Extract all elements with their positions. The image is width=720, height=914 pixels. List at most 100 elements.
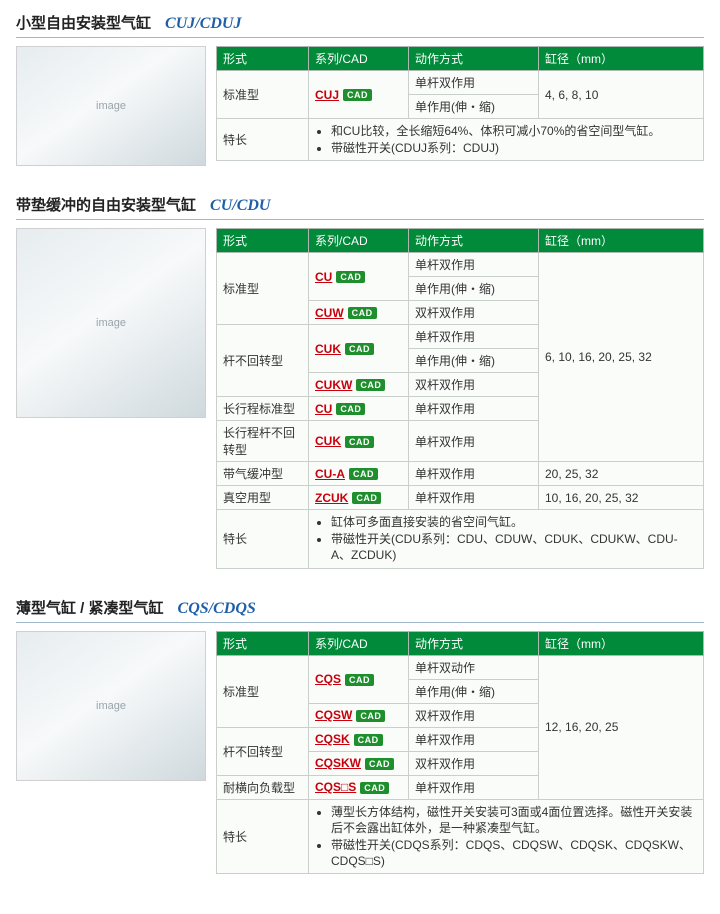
feature-label: 特长 <box>217 119 309 161</box>
feature-item: 薄型长方体结构，磁性开关安装可3面或4面位置选择。磁性开关安装后不会露出缸体外，… <box>331 804 697 836</box>
action-cell: 单杆双作用 <box>409 253 539 277</box>
bore-cell: 10, 16, 20, 25, 32 <box>539 486 704 510</box>
type-cell: 标准型 <box>217 655 309 727</box>
bore-cell: 6, 10, 16, 20, 25, 32 <box>539 253 704 462</box>
series-link[interactable]: CUJ <box>315 88 339 102</box>
cad-badge[interactable]: CAD <box>356 710 385 722</box>
series-cell: CUJ CAD <box>309 71 409 119</box>
col-type: 形式 <box>217 631 309 655</box>
col-series: 系列/CAD <box>309 229 409 253</box>
series-cell: CUK CAD <box>309 421 409 462</box>
table-row: 标准型CQSCAD单杆双动作12, 16, 20, 25 <box>217 655 704 679</box>
cad-badge[interactable]: CAD <box>365 758 394 770</box>
cad-badge[interactable]: CAD <box>352 492 381 504</box>
type-cell: 杆不回转型 <box>217 325 309 397</box>
series-cell: CQS□S CAD <box>309 775 409 799</box>
feature-item: 缸体可多面直接安装的省空间气缸。 <box>331 514 697 530</box>
feature-list: 和CU比较，全长缩短64%、体积可减小70%的省空间型气缸。带磁性开关(CDUJ… <box>331 123 697 156</box>
series-link[interactable]: CQSK <box>315 732 350 746</box>
action-cell: 双杆双作用 <box>409 703 539 727</box>
product-section: 小型自由安装型气缸CUJ/CDUJimage形式系列/CAD动作方式缸径（mm）… <box>16 12 704 166</box>
feature-label: 特长 <box>217 799 309 874</box>
series-cell: CU CAD <box>309 397 409 421</box>
spec-table: 形式系列/CAD动作方式缸径（mm）标准型CQSCAD单杆双动作12, 16, … <box>216 631 704 875</box>
action-cell: 单作用(伸・缩) <box>409 349 539 373</box>
section-title: 带垫缓冲的自由安装型气缸 <box>16 194 196 215</box>
series-cell: CQSW CAD <box>309 703 409 727</box>
series-link[interactable]: CUK <box>315 342 341 356</box>
series-link[interactable]: CU-A <box>315 467 345 481</box>
series-cell: CQSK CAD <box>309 727 409 751</box>
action-cell: 双杆双作用 <box>409 301 539 325</box>
bore-cell: 20, 25, 32 <box>539 462 704 486</box>
cad-badge[interactable]: CAD <box>356 379 385 391</box>
col-series: 系列/CAD <box>309 631 409 655</box>
series-link[interactable]: CUKW <box>315 378 352 392</box>
series-link[interactable]: CQSKW <box>315 756 361 770</box>
table-row: 带气缓冲型CU-ACAD单杆双作用20, 25, 32 <box>217 462 704 486</box>
feature-row: 特长缸体可多面直接安装的省空间气缸。带磁性开关(CDU系列：CDU、CDUW、C… <box>217 510 704 569</box>
bore-cell: 12, 16, 20, 25 <box>539 655 704 799</box>
feature-list: 缸体可多面直接安装的省空间气缸。带磁性开关(CDU系列：CDU、CDUW、CDU… <box>331 514 697 564</box>
bore-cell: 4, 6, 8, 10 <box>539 71 704 119</box>
series-cell: CUW CAD <box>309 301 409 325</box>
action-cell: 单杆双作用 <box>409 486 539 510</box>
type-cell: 标准型 <box>217 253 309 325</box>
feature-item: 和CU比较，全长缩短64%、体积可减小70%的省空间型气缸。 <box>331 123 697 139</box>
series-link[interactable]: CU <box>315 402 332 416</box>
series-cell: CU-A CAD <box>309 462 409 486</box>
spec-table: 形式系列/CAD动作方式缸径（mm）标准型CUCAD单杆双作用6, 10, 16… <box>216 228 704 569</box>
series-link[interactable]: CQS□S <box>315 780 356 794</box>
col-action: 动作方式 <box>409 47 539 71</box>
feature-row: 特长和CU比较，全长缩短64%、体积可减小70%的省空间型气缸。带磁性开关(CD… <box>217 119 704 161</box>
feature-cell: 薄型长方体结构，磁性开关安装可3面或4面位置选择。磁性开关安装后不会露出缸体外，… <box>309 799 704 874</box>
series-cell: CQSKW CAD <box>309 751 409 775</box>
feature-label: 特长 <box>217 510 309 569</box>
section-body: image形式系列/CAD动作方式缸径（mm）标准型CUCAD单杆双作用6, 1… <box>16 228 704 569</box>
cad-badge[interactable]: CAD <box>343 89 372 101</box>
series-cell: CU CAD <box>309 253 409 301</box>
cad-badge[interactable]: CAD <box>348 307 377 319</box>
section-body: image形式系列/CAD动作方式缸径（mm）标准型CUJCAD单杆双作用4, … <box>16 46 704 166</box>
type-cell: 杆不回转型 <box>217 727 309 775</box>
feature-row: 特长薄型长方体结构，磁性开关安装可3面或4面位置选择。磁性开关安装后不会露出缸体… <box>217 799 704 874</box>
section-code: CQS/CDQS <box>178 600 256 618</box>
series-link[interactable]: CQSW <box>315 708 352 722</box>
series-cell: ZCUK CAD <box>309 486 409 510</box>
col-bore: 缸径（mm） <box>539 47 704 71</box>
feature-item: 带磁性开关(CDUJ系列：CDUJ) <box>331 140 697 156</box>
table-row: 真空用型 ZCUK CAD 单杆双作用10, 16, 20, 25, 32 <box>217 486 704 510</box>
section-header: 薄型气缸 / 紧凑型气缸 CQS/CDQS <box>16 597 704 623</box>
col-type: 形式 <box>217 229 309 253</box>
cad-badge[interactable]: CAD <box>349 468 378 480</box>
cad-badge[interactable]: CAD <box>336 271 365 283</box>
cad-badge[interactable]: CAD <box>336 403 365 415</box>
series-link[interactable]: CQS <box>315 672 341 686</box>
cad-badge[interactable]: CAD <box>360 782 389 794</box>
series-link[interactable]: CU <box>315 270 332 284</box>
type-cell: 真空用型 <box>217 486 309 510</box>
col-action: 动作方式 <box>409 229 539 253</box>
col-type: 形式 <box>217 47 309 71</box>
product-section: 带垫缓冲的自由安装型气缸CU/CDUimage形式系列/CAD动作方式缸径（mm… <box>16 194 704 569</box>
action-cell: 双杆双作用 <box>409 373 539 397</box>
section-code: CUJ/CDUJ <box>165 15 241 33</box>
spec-table: 形式系列/CAD动作方式缸径（mm）标准型CUJCAD单杆双作用4, 6, 8,… <box>216 46 704 161</box>
action-cell: 双杆双作用 <box>409 751 539 775</box>
action-cell: 单杆双作用 <box>409 397 539 421</box>
cad-badge[interactable]: CAD <box>345 674 374 686</box>
series-link[interactable]: CUW <box>315 306 344 320</box>
action-cell: 单杆双作用 <box>409 775 539 799</box>
feature-item: 带磁性开关(CDQS系列：CDQS、CDQSW、CDQSK、CDQSKW、CDQ… <box>331 837 697 869</box>
table-row: 标准型CUCAD单杆双作用6, 10, 16, 20, 25, 32 <box>217 253 704 277</box>
cad-badge[interactable]: CAD <box>345 343 374 355</box>
cad-badge[interactable]: CAD <box>354 734 383 746</box>
section-title: 薄型气缸 / 紧凑型气缸 <box>16 597 164 618</box>
cad-badge[interactable]: CAD <box>345 436 374 448</box>
action-cell: 单作用(伸・缩) <box>409 679 539 703</box>
action-cell: 单杆双作用 <box>409 71 539 95</box>
section-header: 带垫缓冲的自由安装型气缸CU/CDU <box>16 194 704 220</box>
col-bore: 缸径（mm） <box>539 631 704 655</box>
series-link[interactable]: CUK <box>315 434 341 448</box>
series-link[interactable]: ZCUK <box>315 491 348 505</box>
